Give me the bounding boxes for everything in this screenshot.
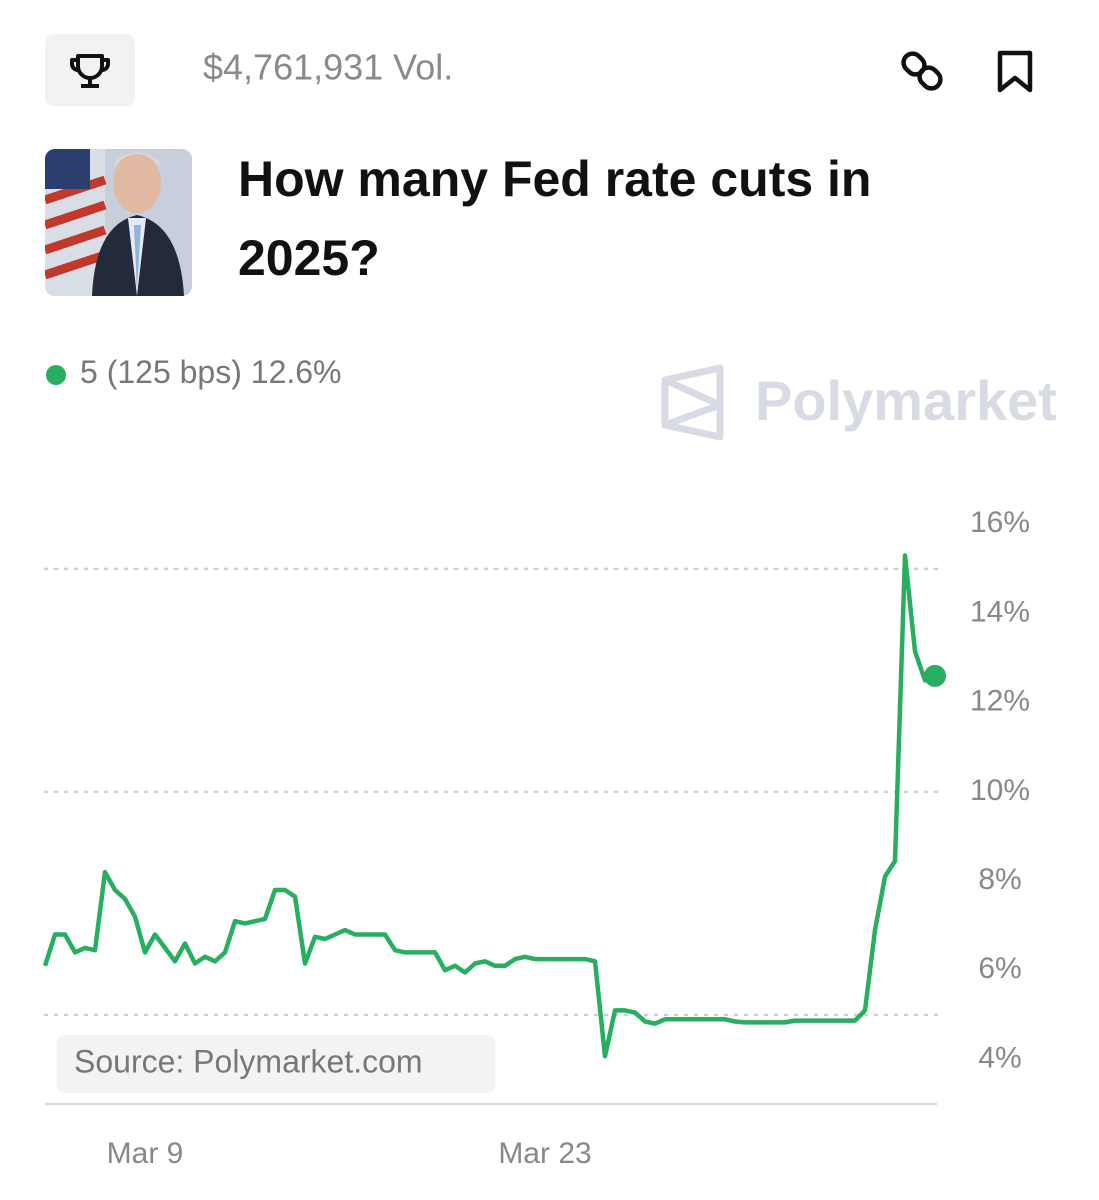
trophy-button[interactable]	[45, 34, 135, 106]
current-point	[924, 664, 946, 687]
trophy-icon	[70, 54, 110, 88]
market-title: How many Fed rate cuts in	[238, 151, 871, 207]
y-tick-label: 16%	[970, 506, 1030, 539]
legend-value: 12.6%	[251, 354, 342, 390]
source-badge	[57, 1035, 495, 1093]
watermark-logo	[661, 364, 724, 441]
x-tick-label: Mar 23	[498, 1137, 591, 1170]
watermark: Polymarket	[755, 369, 1057, 432]
x-tick-label: Mar 9	[107, 1137, 184, 1170]
link-icon[interactable]	[900, 50, 944, 92]
legend-label: 5 (125 bps) 12.6%	[80, 354, 342, 390]
bookmark-icon[interactable]	[997, 50, 1033, 93]
y-tick-label: 14%	[970, 595, 1030, 628]
legend-dot	[46, 365, 66, 385]
y-tick-label: 10%	[970, 774, 1030, 807]
y-tick-label: 4%	[978, 1041, 1021, 1074]
market-title: 2025?	[238, 230, 380, 286]
y-tick-label: 8%	[978, 863, 1021, 896]
market-image	[45, 149, 192, 296]
y-tick-label: 12%	[970, 685, 1030, 718]
y-tick-label: 6%	[978, 952, 1021, 985]
series-line	[42, 553, 936, 1059]
source-label: Source: Polymarket.com	[74, 1043, 423, 1079]
volume: $4,761,931 Vol.	[203, 47, 453, 88]
legend-name: 5 (125 bps)	[80, 354, 242, 390]
